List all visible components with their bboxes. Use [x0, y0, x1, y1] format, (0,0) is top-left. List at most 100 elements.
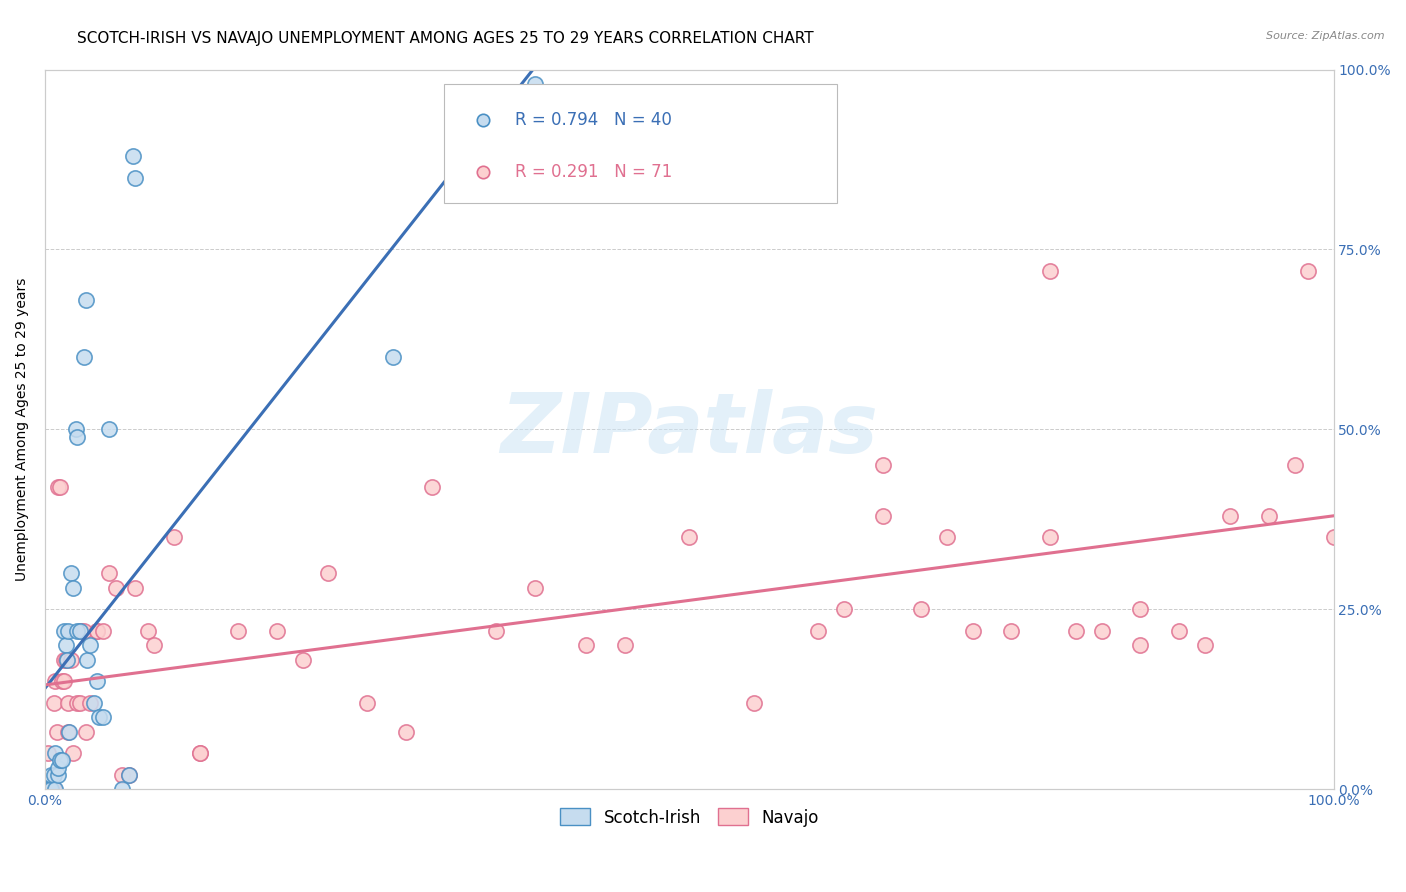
Point	[37, 746, 59, 760]
Point	[118, 768, 141, 782]
Point	[523, 581, 546, 595]
Text: R = 0.291   N = 71: R = 0.291 N = 71	[515, 162, 672, 181]
Text: R = 0.794   N = 40: R = 0.794 N = 40	[515, 111, 672, 129]
Point	[49, 754, 72, 768]
Point	[46, 768, 69, 782]
Point	[143, 638, 166, 652]
Point	[69, 696, 91, 710]
Point	[111, 768, 134, 782]
Point	[86, 624, 108, 638]
Text: SCOTCH-IRISH VS NAVAJO UNEMPLOYMENT AMONG AGES 25 TO 29 YEARS CORRELATION CHART: SCOTCH-IRISH VS NAVAJO UNEMPLOYMENT AMON…	[77, 31, 814, 46]
Point	[38, 782, 60, 797]
Point	[98, 566, 121, 581]
Point	[291, 653, 314, 667]
Point	[87, 710, 110, 724]
Point	[41, 768, 63, 782]
Point	[75, 293, 97, 307]
Point	[59, 566, 82, 581]
FancyBboxPatch shape	[444, 84, 838, 202]
Point	[318, 566, 340, 581]
Point	[91, 710, 114, 724]
Legend: Scotch-Irish, Navajo: Scotch-Irish, Navajo	[553, 800, 827, 835]
Point	[72, 351, 94, 365]
Point	[124, 581, 146, 595]
Point	[75, 724, 97, 739]
Point	[83, 696, 105, 710]
Point	[65, 422, 87, 436]
Point	[86, 624, 108, 638]
Point	[66, 696, 89, 710]
Point	[163, 530, 186, 544]
Point	[1039, 530, 1062, 544]
Point	[46, 761, 69, 775]
Point	[44, 782, 66, 797]
Point	[472, 165, 495, 179]
Point	[485, 624, 508, 638]
Point	[381, 351, 404, 365]
Point	[472, 112, 495, 127]
Point	[1129, 638, 1152, 652]
Point	[104, 581, 127, 595]
Point	[51, 754, 73, 768]
Point	[962, 624, 984, 638]
Point	[742, 696, 765, 710]
Point	[266, 624, 288, 638]
Point	[41, 782, 63, 797]
Point	[91, 624, 114, 638]
Point	[872, 508, 894, 523]
Point	[34, 782, 56, 797]
Point	[62, 581, 84, 595]
Point	[72, 624, 94, 638]
Point	[807, 624, 830, 638]
Point	[118, 768, 141, 782]
Point	[1194, 638, 1216, 652]
Point	[1039, 264, 1062, 278]
Y-axis label: Unemployment Among Ages 25 to 29 years: Unemployment Among Ages 25 to 29 years	[15, 277, 30, 581]
Point	[42, 696, 65, 710]
Text: Source: ZipAtlas.com: Source: ZipAtlas.com	[1267, 31, 1385, 41]
Point	[79, 638, 101, 652]
Point	[59, 653, 82, 667]
Point	[70, 624, 93, 638]
Point	[356, 696, 378, 710]
Point	[62, 746, 84, 760]
Point	[55, 638, 77, 652]
Point	[45, 724, 67, 739]
Point	[37, 782, 59, 797]
Point	[56, 624, 79, 638]
Point	[613, 638, 636, 652]
Point	[44, 746, 66, 760]
Point	[66, 429, 89, 443]
Point	[910, 602, 932, 616]
Point	[1296, 264, 1319, 278]
Point	[44, 674, 66, 689]
Point	[872, 458, 894, 473]
Point	[936, 530, 959, 544]
Point	[56, 724, 79, 739]
Point	[121, 149, 143, 163]
Point	[56, 653, 79, 667]
Point	[46, 480, 69, 494]
Point	[66, 624, 89, 638]
Point	[575, 638, 598, 652]
Point	[523, 77, 546, 91]
Point	[49, 480, 72, 494]
Point	[38, 782, 60, 797]
Point	[523, 98, 546, 112]
Point	[1219, 508, 1241, 523]
Point	[69, 624, 91, 638]
Point	[188, 746, 211, 760]
Point	[53, 653, 76, 667]
Point	[226, 624, 249, 638]
Point	[1000, 624, 1022, 638]
Point	[34, 782, 56, 797]
Point	[832, 602, 855, 616]
Point	[76, 653, 98, 667]
Point	[98, 422, 121, 436]
Point	[124, 170, 146, 185]
Point	[86, 674, 108, 689]
Point	[111, 782, 134, 797]
Point	[42, 768, 65, 782]
Point	[136, 624, 159, 638]
Point	[420, 480, 443, 494]
